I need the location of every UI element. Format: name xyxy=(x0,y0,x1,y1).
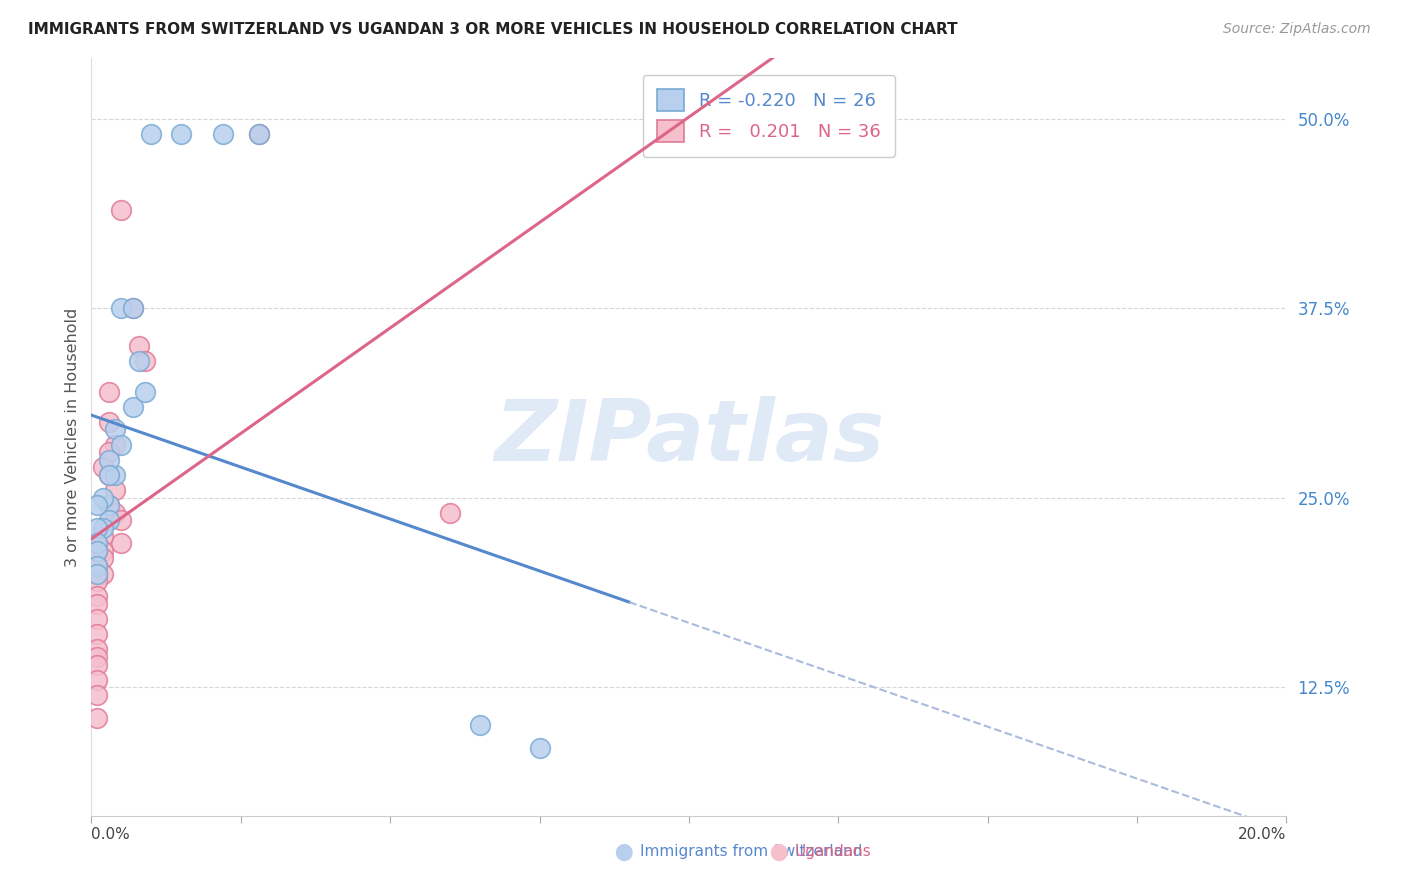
Point xyxy=(86,612,108,626)
Point xyxy=(110,202,132,217)
Point xyxy=(104,467,127,482)
Point xyxy=(247,127,270,141)
Point xyxy=(98,467,121,482)
Point xyxy=(134,384,156,399)
Point xyxy=(93,543,115,558)
Point xyxy=(86,558,108,574)
Point xyxy=(128,354,150,368)
Point xyxy=(86,590,108,604)
Point xyxy=(98,445,121,459)
Point xyxy=(93,521,115,535)
Text: 20.0%: 20.0% xyxy=(1239,827,1286,841)
Point xyxy=(93,551,115,566)
Point xyxy=(110,514,132,528)
Point xyxy=(122,400,145,414)
Text: IMMIGRANTS FROM SWITZERLAND VS UGANDAN 3 OR MORE VEHICLES IN HOUSEHOLD CORRELATI: IMMIGRANTS FROM SWITZERLAND VS UGANDAN 3… xyxy=(28,22,957,37)
Point xyxy=(86,597,108,611)
Point xyxy=(93,566,115,581)
Point xyxy=(86,521,108,535)
Point xyxy=(86,642,108,657)
Point xyxy=(529,740,551,755)
Text: 0.0%: 0.0% xyxy=(91,827,131,841)
Point xyxy=(98,415,121,429)
Point xyxy=(98,452,121,467)
Point xyxy=(86,498,108,512)
Point xyxy=(211,127,233,141)
Point xyxy=(98,384,121,399)
Point xyxy=(86,688,108,702)
Text: Immigrants from Switzerland: Immigrants from Switzerland xyxy=(640,845,862,859)
Text: Ugandans: Ugandans xyxy=(794,845,872,859)
Text: Source: ZipAtlas.com: Source: ZipAtlas.com xyxy=(1223,22,1371,37)
Point xyxy=(86,710,108,724)
Legend: R = -0.220   N = 26, R =   0.201   N = 36: R = -0.220 N = 26, R = 0.201 N = 36 xyxy=(643,75,896,157)
Point xyxy=(110,438,132,452)
Point xyxy=(110,301,132,315)
Point xyxy=(86,543,108,558)
Point xyxy=(86,627,108,641)
Point xyxy=(86,574,108,589)
Point xyxy=(104,506,127,520)
Point xyxy=(170,127,193,141)
Point xyxy=(93,528,115,542)
Point xyxy=(128,339,150,353)
Point xyxy=(247,127,270,141)
Point xyxy=(122,301,145,315)
Point xyxy=(86,558,108,574)
Point xyxy=(86,536,108,550)
Point xyxy=(134,354,156,368)
Point xyxy=(98,498,121,512)
Point xyxy=(104,438,127,452)
Point xyxy=(122,301,145,315)
Point xyxy=(104,483,127,498)
Point xyxy=(468,718,491,732)
Point xyxy=(86,536,108,550)
Y-axis label: 3 or more Vehicles in Household: 3 or more Vehicles in Household xyxy=(65,308,80,566)
Point xyxy=(110,536,132,550)
Point xyxy=(98,467,121,482)
Point xyxy=(86,543,108,558)
Point xyxy=(439,506,461,520)
Point xyxy=(98,514,121,528)
Point xyxy=(86,649,108,664)
Point xyxy=(141,127,163,141)
Point xyxy=(93,491,115,505)
Text: ⬤: ⬤ xyxy=(769,843,787,861)
Text: ⬤: ⬤ xyxy=(614,843,633,861)
Point xyxy=(86,566,108,581)
Text: ZIPatlas: ZIPatlas xyxy=(494,395,884,479)
Point xyxy=(86,657,108,672)
Point xyxy=(86,566,108,581)
Point xyxy=(104,423,127,437)
Point xyxy=(93,460,115,475)
Point xyxy=(86,673,108,687)
Point xyxy=(98,498,121,512)
